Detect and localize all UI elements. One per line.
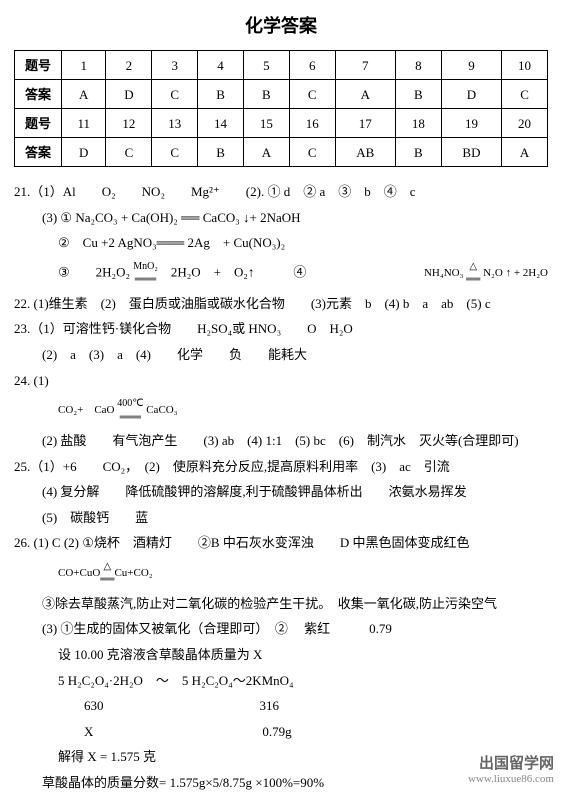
cell: B bbox=[198, 80, 244, 109]
q26-1: 26. (1) C (2) ①烧杯 酒精灯 ②B 中石灰水变浑浊 D 中黑色固体… bbox=[14, 534, 548, 552]
eq-l: CO+CuO bbox=[58, 567, 100, 579]
hdr-q: 题号 bbox=[15, 109, 62, 138]
cell: C bbox=[289, 80, 335, 109]
wm-url: www.liuxue86.com bbox=[468, 773, 554, 785]
cell: 19 bbox=[441, 109, 501, 138]
answer-table: 题号 12345678910 答案 ADCBBCABDC 题号 11121314… bbox=[14, 50, 548, 167]
q26-3c: 5 H₂C₂O₄·2H₂O ～ 5 H₂C₂O₄～2KMnO₄ bbox=[58, 672, 548, 690]
cell: 17 bbox=[335, 109, 395, 138]
cell: 20 bbox=[502, 109, 548, 138]
cell: 11 bbox=[62, 109, 106, 138]
q23-1: 23.（1）可溶性钙·镁化合物 H₂SO₄或 HNO₃ O H₂O bbox=[14, 320, 548, 338]
cell: 18 bbox=[395, 109, 441, 138]
eq-r: CaCO₃ bbox=[143, 404, 177, 416]
q25-1: 25.（1）+6 CO₂， (2) 使原料充分反应,提高原料利用率 (3) ac… bbox=[14, 458, 548, 476]
cell: A bbox=[335, 80, 395, 109]
q26-3d: 630 316 bbox=[84, 697, 548, 715]
cell: 14 bbox=[198, 109, 244, 138]
cell: B bbox=[243, 80, 289, 109]
q23-2: (2) a (3) a (4) 化学 负 能耗大 bbox=[42, 346, 548, 364]
eq-c: 400℃ bbox=[117, 398, 143, 409]
q26-eq: CO+CuO△══Cu+CO₂ bbox=[58, 560, 548, 587]
cell: 13 bbox=[152, 109, 198, 138]
cell: 12 bbox=[106, 109, 152, 138]
eq-l: CO₂+ CaO bbox=[58, 404, 117, 416]
eq-left: ③ 2H₂O₂ bbox=[58, 264, 133, 279]
q21-part1: 21.（1）Al O₂ NO₂ Mg²⁺ (2). ① d ② a ③ b ④ … bbox=[14, 183, 548, 201]
q21-eq3: ③ 2H₂O₂ MnO₂═══ 2H₂O + O₂↑ ④ NH₄NO₃ △══ … bbox=[58, 260, 548, 287]
q26-3: (3) ①生成的固体又被氧化（合理即可） ② 紫红 0.79 bbox=[42, 620, 548, 638]
cell: A bbox=[243, 138, 289, 167]
q22: 22. (1)维生素 (2) 蛋白质或油脂或碳水化合物 (3)元素 b (4) … bbox=[14, 295, 548, 313]
cell: C bbox=[502, 80, 548, 109]
cell: 5 bbox=[243, 51, 289, 80]
cell: BD bbox=[441, 138, 501, 167]
eq-c: △ bbox=[104, 561, 112, 572]
cell: B bbox=[395, 138, 441, 167]
cell: A bbox=[502, 138, 548, 167]
q25-5: (5) 碳酸钙 蓝 bbox=[42, 509, 548, 527]
cell: 15 bbox=[243, 109, 289, 138]
cell: 9 bbox=[441, 51, 501, 80]
wm-title: 出国留学网 bbox=[468, 756, 554, 773]
cell: C bbox=[289, 138, 335, 167]
q21-eq2: ② Cu +2 AgNO₃═══ 2Ag + Cu(NO₃)₂ bbox=[58, 234, 548, 252]
eq-cond: MnO₂ bbox=[133, 261, 158, 272]
cell: AB bbox=[335, 138, 395, 167]
cell: 1 bbox=[62, 51, 106, 80]
eq4-right: N₂O ↑ + 2H₂O bbox=[480, 267, 548, 279]
q24-2: (2) 盐酸 有气泡产生 (3) ab (4) 1:1 (5) bc (6) 制… bbox=[42, 432, 548, 450]
cell: 16 bbox=[289, 109, 335, 138]
q26-3b: 设 10.00 克溶液含草酸晶体质量为 X bbox=[58, 646, 548, 664]
cell: A bbox=[62, 80, 106, 109]
cell: C bbox=[106, 138, 152, 167]
cell: C bbox=[152, 80, 198, 109]
hdr-q: 题号 bbox=[15, 51, 62, 80]
q21-eq1: (3) ① Na₂CO₃ + Ca(OH)₂ ══ CaCO₃ ↓+ 2NaOH bbox=[42, 209, 548, 227]
eq-r: Cu+CO₂ bbox=[114, 567, 152, 579]
q24-1: 24. (1) bbox=[14, 372, 548, 390]
cell: 3 bbox=[152, 51, 198, 80]
cell: 6 bbox=[289, 51, 335, 80]
q24-label: 24. (1) bbox=[14, 373, 49, 388]
cell: C bbox=[152, 138, 198, 167]
cell: 7 bbox=[335, 51, 395, 80]
cell: D bbox=[106, 80, 152, 109]
page-title: 化学答案 bbox=[14, 14, 548, 38]
cell: D bbox=[62, 138, 106, 167]
watermark: 出国留学网 www.liuxue86.com bbox=[468, 756, 554, 785]
q25-4: (4) 复分解 降低硫酸钾的溶解度,利于硫酸钾晶体析出 浓氨水易挥发 bbox=[42, 483, 548, 501]
eq-right: 2H₂O + O₂↑ ④ bbox=[158, 264, 307, 279]
q26-3e: X 0.79g bbox=[84, 723, 548, 741]
q24-eq: CO₂+ CaO 400℃═══ CaCO₃ bbox=[58, 397, 548, 424]
cell: 2 bbox=[106, 51, 152, 80]
hdr-a: 答案 bbox=[15, 80, 62, 109]
cell: 8 bbox=[395, 51, 441, 80]
cell: B bbox=[395, 80, 441, 109]
cell: 10 bbox=[502, 51, 548, 80]
cell: 4 bbox=[198, 51, 244, 80]
cell: D bbox=[441, 80, 501, 109]
hdr-a: 答案 bbox=[15, 138, 62, 167]
eq4-cond: △ bbox=[469, 261, 477, 272]
cell: B bbox=[198, 138, 244, 167]
eq4-left: NH₄NO₃ bbox=[424, 267, 466, 279]
q26-3a: ③除去草酸蒸汽,防止对二氧化碳的检验产生干扰。 收集一氧化碳,防止污染空气 bbox=[42, 595, 548, 613]
